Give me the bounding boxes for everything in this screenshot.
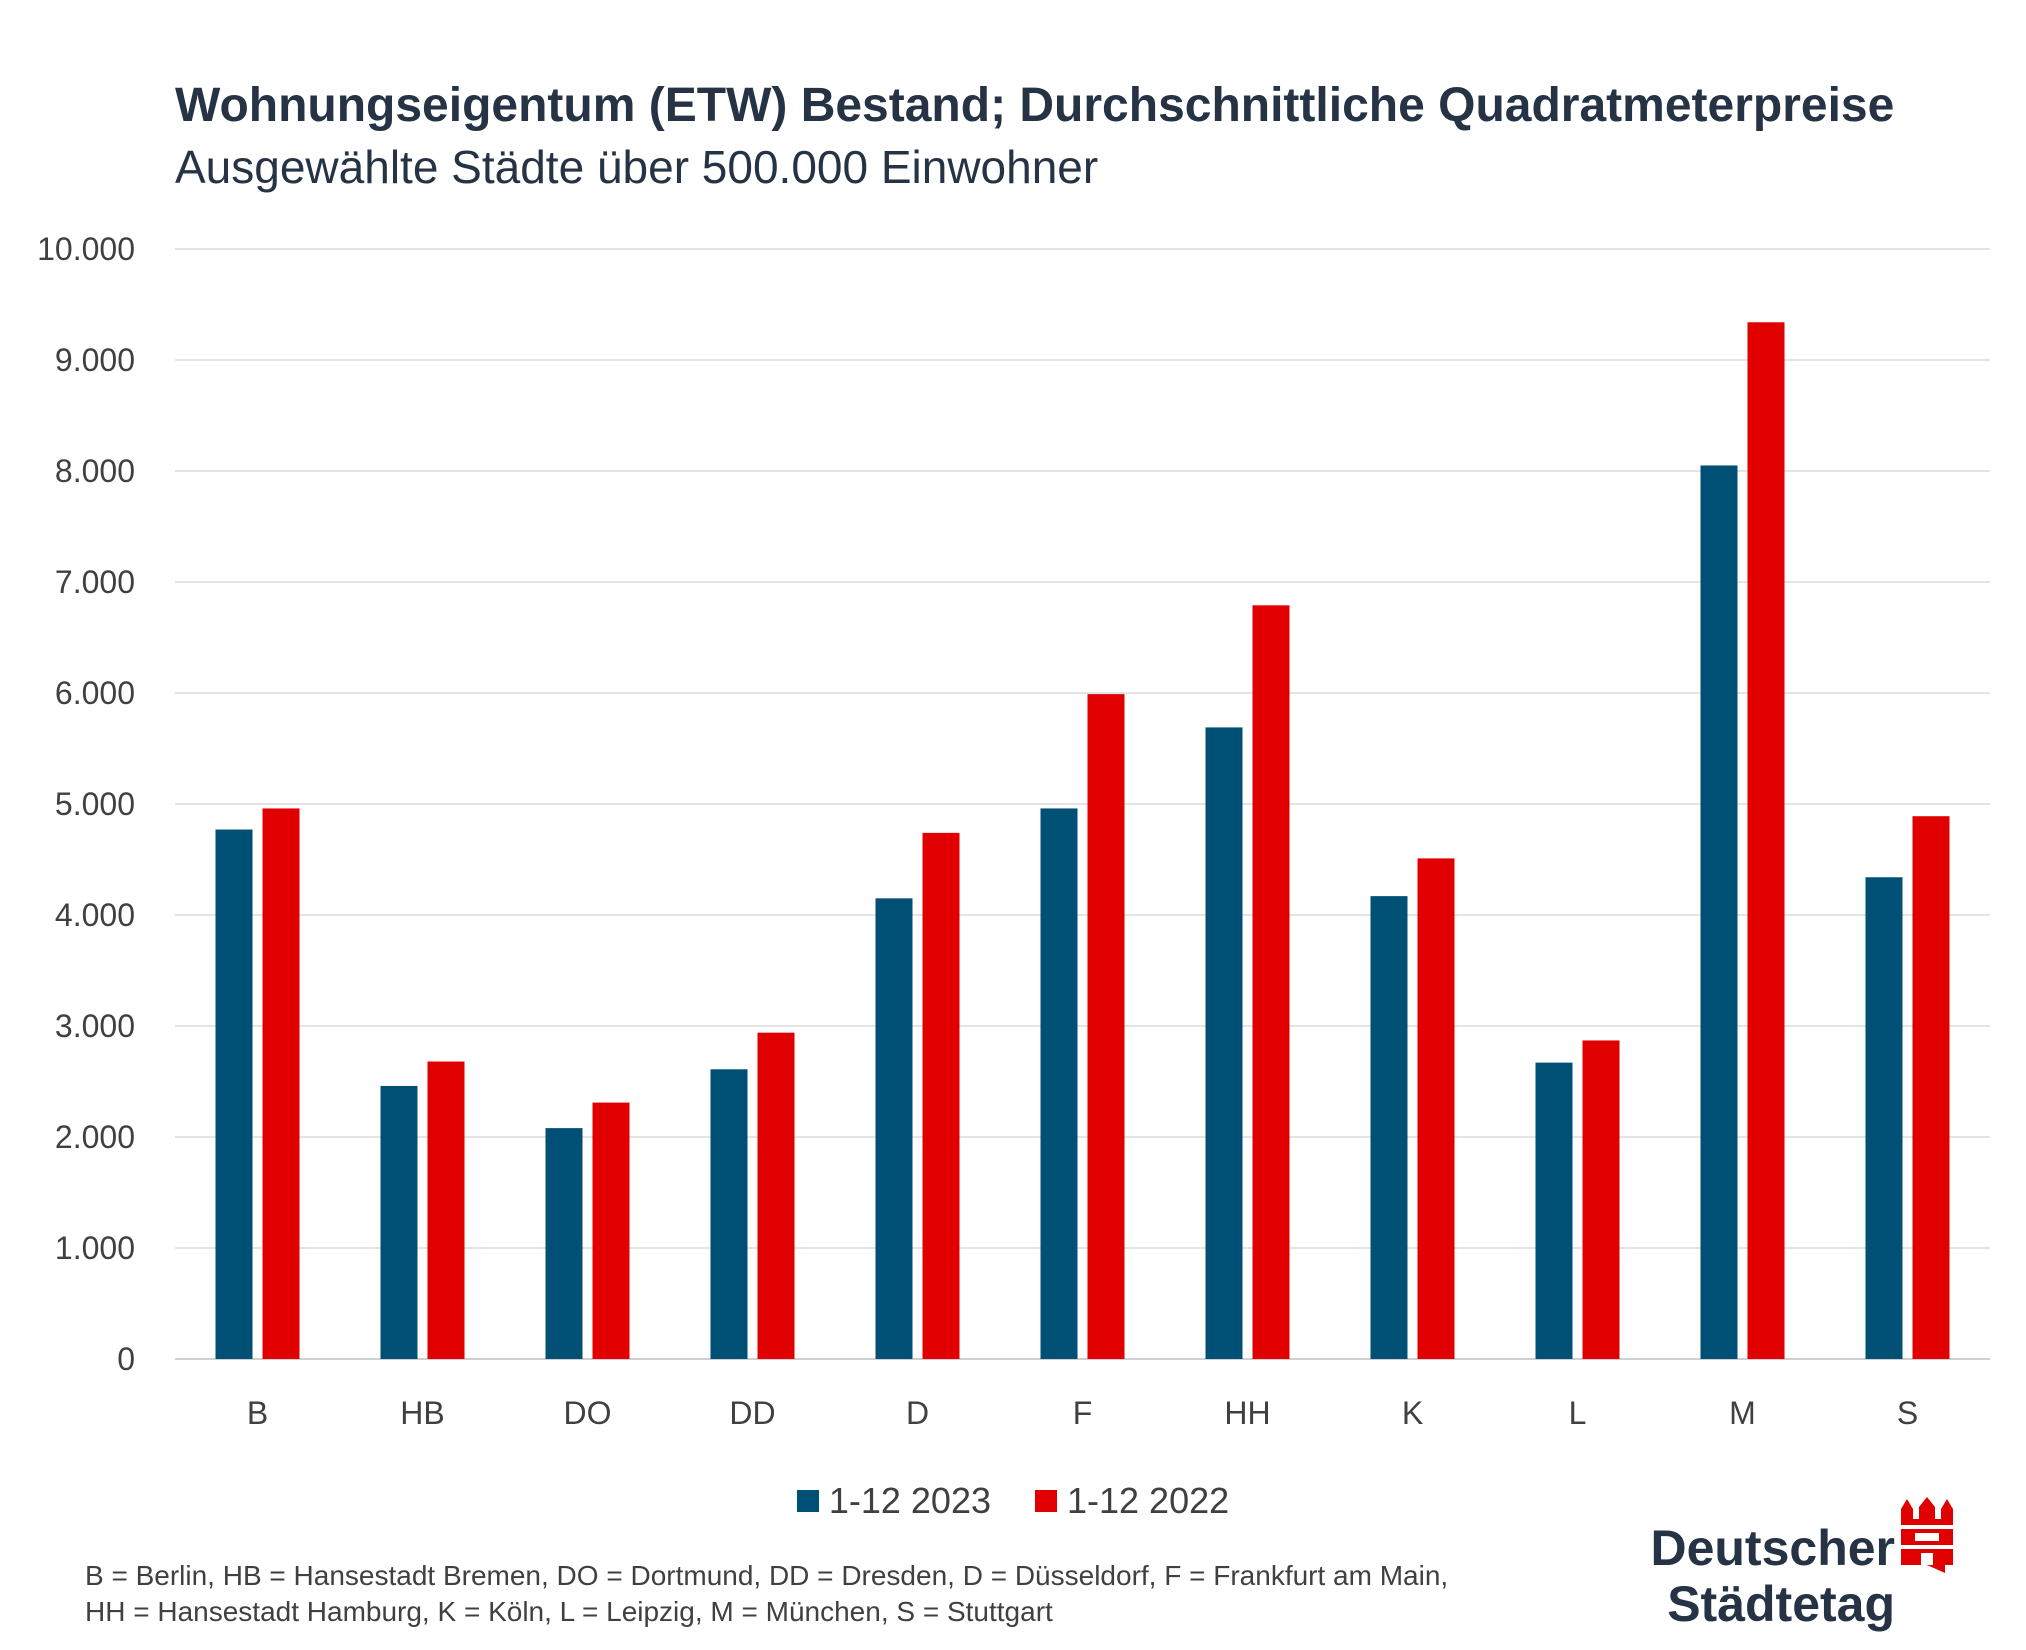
gridlines (175, 248, 1990, 1360)
x-tick-label: B (247, 1395, 268, 1431)
bar-chart: 0 1.000 2.000 3.000 4.000 5.000 6.000 7.000 8.00… (37, 231, 1990, 1431)
y-tick-label: 4.000 (55, 897, 135, 933)
y-tick-label: 1.000 (55, 1230, 135, 1266)
x-tick-label: D (906, 1395, 929, 1431)
y-tick-label: 10.000 (37, 231, 135, 267)
bar-d-2023 (875, 898, 913, 1359)
y-tick-label: 2.000 (55, 1119, 135, 1155)
y-tick-label: 3.000 (55, 1008, 135, 1044)
legend-swatch-2022 (1035, 1490, 1057, 1512)
footnote-line-1: B = Berlin, HB = Hansestadt Bremen, DO =… (85, 1560, 1449, 1591)
bar-f-2023 (1040, 808, 1078, 1359)
bar-hh-2023 (1205, 727, 1243, 1359)
logo-line-1: Deutscher (1650, 1520, 1895, 1576)
bar-d-2022 (922, 832, 960, 1359)
deutscher-staedtetag-logo: Deutscher Städtetag (1625, 1495, 1955, 1635)
city-crown-icon (1901, 1497, 1953, 1573)
legend-item-2022: 1-12 2022 (1035, 1480, 1229, 1522)
logo-line-2: Städtetag (1667, 1576, 1895, 1632)
chart-subtitle: Ausgewählte Städte über 500.000 Einwohne… (175, 141, 1099, 193)
x-tick-label: DD (729, 1395, 775, 1431)
bar-hb-2023 (380, 1085, 418, 1359)
bar-b-2022 (262, 808, 300, 1359)
bar-dd-2022 (757, 1032, 795, 1359)
x-tick-label: S (1897, 1395, 1918, 1431)
legend-item-2023: 1-12 2023 (796, 1480, 991, 1522)
bar-dd-2023 (710, 1069, 748, 1359)
bar-b-2023 (215, 829, 253, 1359)
bar-s-2022 (1912, 816, 1950, 1359)
x-tick-label: K (1402, 1395, 1423, 1431)
y-tick-label: 6.000 (55, 675, 135, 711)
x-tick-label: HB (400, 1395, 444, 1431)
x-axis-ticks: B HB DO DD D F HH K L M S (247, 1395, 1918, 1431)
bar-k-2023 (1370, 896, 1408, 1359)
x-tick-label: DO (564, 1395, 612, 1431)
x-tick-label: L (1569, 1395, 1587, 1431)
y-axis-ticks: 0 1.000 2.000 3.000 4.000 5.000 6.000 7.000 8.00… (37, 231, 135, 1377)
x-tick-label: F (1073, 1395, 1093, 1431)
legend-label-2022: 1-12 2022 (1067, 1480, 1230, 1521)
y-tick-label: 0 (117, 1341, 135, 1377)
legend-swatch-2023 (796, 1490, 819, 1512)
y-tick-label: 8.000 (55, 453, 135, 489)
x-tick-label: HH (1224, 1395, 1270, 1431)
bar-hb-2022 (427, 1061, 465, 1359)
bar-m-2023 (1700, 465, 1738, 1359)
bar-k-2022 (1417, 858, 1455, 1359)
bars (215, 322, 1950, 1359)
bar-f-2022 (1087, 694, 1125, 1359)
legend-label-2023: 1-12 2023 (828, 1480, 991, 1521)
bar-l-2023 (1535, 1062, 1573, 1359)
y-tick-label: 9.000 (55, 342, 135, 378)
logo-text: Deutscher Städtetag (1650, 1520, 1895, 1632)
y-tick-label: 5.000 (55, 786, 135, 822)
x-tick-label: M (1729, 1395, 1756, 1431)
bar-l-2022 (1582, 1040, 1620, 1359)
legend: 1-12 2023 1-12 2022 (0, 1480, 2026, 1522)
bar-do-2023 (545, 1128, 583, 1359)
y-tick-label: 7.000 (55, 564, 135, 600)
bar-m-2022 (1747, 322, 1785, 1359)
footnote-line-2: HH = Hansestadt Hamburg, K = Köln, L = L… (85, 1596, 1053, 1627)
footnote: B = Berlin, HB = Hansestadt Bremen, DO =… (85, 1558, 1448, 1630)
chart-title: Wohnungseigentum (ETW) Bestand; Durchsch… (175, 79, 1895, 132)
bar-do-2022 (592, 1102, 630, 1359)
bar-hh-2022 (1252, 605, 1290, 1359)
bar-s-2023 (1865, 877, 1903, 1359)
